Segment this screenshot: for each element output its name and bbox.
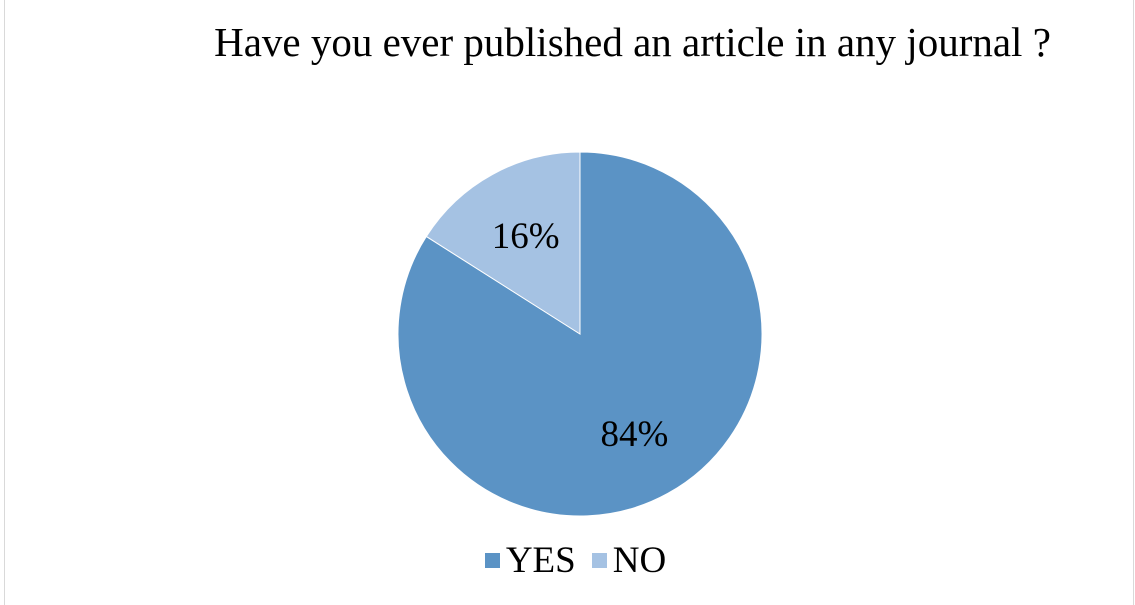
chart-frame: Have you ever published an article in an… bbox=[4, 0, 1134, 605]
chart-title: Have you ever published an article in an… bbox=[214, 19, 1051, 65]
legend-swatch-no bbox=[591, 552, 607, 568]
pie-slice-no bbox=[425, 151, 581, 335]
legend-swatch-yes bbox=[484, 552, 500, 568]
legend-item-no: NO bbox=[591, 539, 667, 582]
legend-label-yes: YES bbox=[505, 539, 576, 581]
legend-item-yes: YES bbox=[484, 539, 576, 582]
chart-legend: YES NO bbox=[5, 530, 1135, 590]
pie-chart: 84% 16% bbox=[397, 151, 763, 517]
pie-slices bbox=[397, 151, 763, 517]
legend-label-no: NO bbox=[612, 539, 667, 581]
data-label-yes: 84% bbox=[600, 414, 668, 455]
data-label-no: 16% bbox=[492, 216, 560, 257]
pie-labels: 84% 16% bbox=[492, 216, 669, 455]
